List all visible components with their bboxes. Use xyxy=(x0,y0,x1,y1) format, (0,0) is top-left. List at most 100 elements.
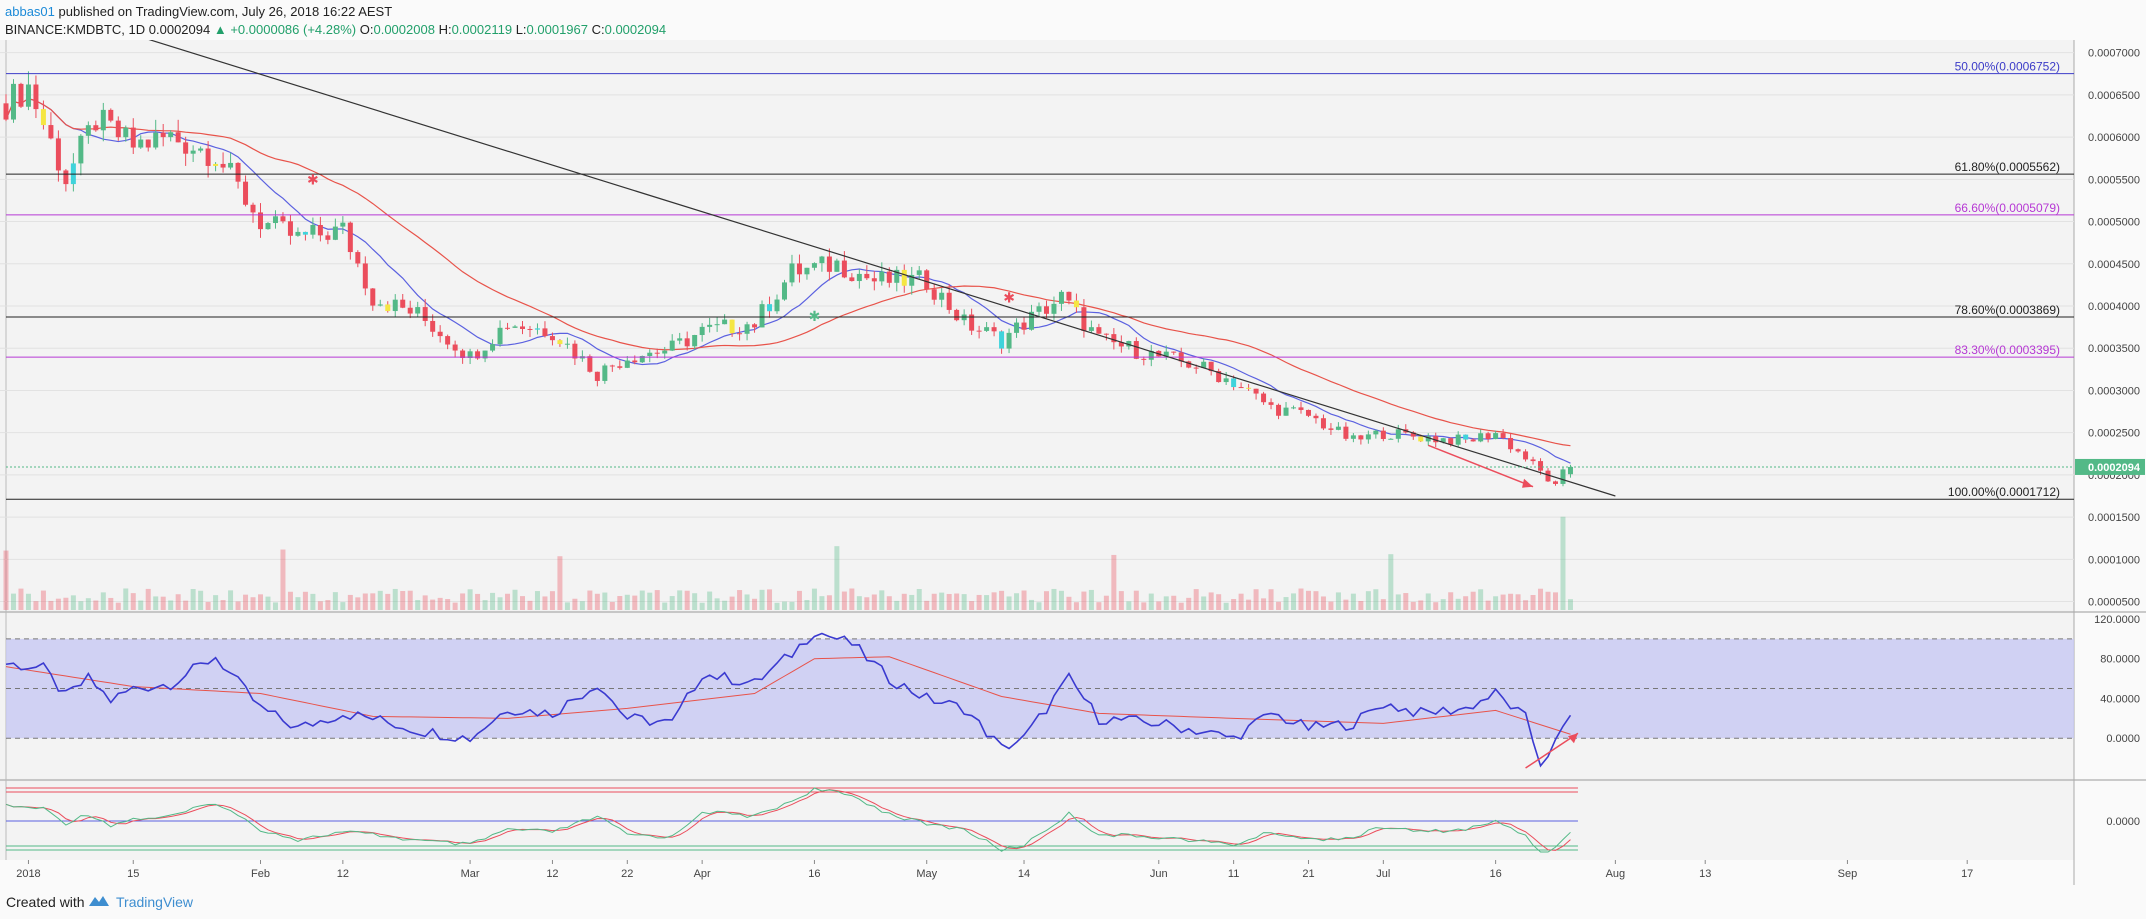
candle-body xyxy=(527,328,533,330)
ma-fast-line xyxy=(5,98,1571,464)
candle-body xyxy=(392,299,398,312)
candle-body xyxy=(422,307,428,321)
candle-body xyxy=(1493,433,1499,440)
volume-bar xyxy=(1036,602,1042,610)
candle-body xyxy=(475,351,481,359)
volume-bar xyxy=(460,593,466,610)
price-tick-label: 0.0003500 xyxy=(2088,343,2140,355)
volume-bar xyxy=(1328,601,1334,610)
volume-bar xyxy=(1538,588,1544,610)
volume-bar xyxy=(1567,599,1573,610)
volume-bar xyxy=(781,601,787,610)
candle-body xyxy=(497,327,503,345)
volume-bar xyxy=(160,596,166,610)
volume-bar xyxy=(10,593,16,610)
volume-bar xyxy=(302,591,308,610)
candle-body xyxy=(677,338,683,341)
publish-line: abbas01 published on TradingView.com, Ju… xyxy=(5,4,392,19)
candle-body xyxy=(430,320,436,332)
volume-bar xyxy=(1133,590,1139,610)
volume-bar xyxy=(1216,594,1222,610)
candle-body xyxy=(894,269,900,283)
candle-body xyxy=(78,135,84,164)
volume-bar xyxy=(362,593,368,610)
volume-bar xyxy=(624,594,630,610)
volume-bar xyxy=(1410,601,1416,610)
volume-bar xyxy=(946,593,952,610)
volume-bar xyxy=(1395,594,1401,610)
author-link[interactable]: abbas01 xyxy=(5,4,55,19)
volume-bar xyxy=(55,598,61,610)
volume-bar xyxy=(572,598,578,610)
candle-body xyxy=(1171,351,1177,353)
candle-body xyxy=(886,271,892,283)
candle-body xyxy=(684,338,690,347)
candle-body xyxy=(1305,409,1311,416)
volume-bar xyxy=(1553,592,1558,610)
candle-body xyxy=(198,148,204,151)
candle-body xyxy=(1201,361,1207,368)
volume-bar xyxy=(1029,599,1035,610)
candle-body xyxy=(228,162,234,168)
star-marker-icon: ✱ xyxy=(809,308,821,324)
candle-body xyxy=(183,142,189,154)
candle-body xyxy=(302,231,308,235)
candle-body xyxy=(609,365,615,367)
candle-body xyxy=(534,328,540,330)
low-label: L: xyxy=(515,22,527,37)
volume-bar xyxy=(437,597,443,610)
candle-body xyxy=(460,350,466,358)
candle-body xyxy=(272,216,278,224)
volume-bar xyxy=(759,589,765,610)
created-with-label: Created with xyxy=(6,894,85,910)
volume-bar xyxy=(1493,596,1499,610)
candle-body xyxy=(1216,371,1222,383)
volume-bar xyxy=(1380,599,1386,610)
date-tick-label: 11 xyxy=(1228,868,1239,880)
volume-bar xyxy=(722,600,728,610)
date-tick-label: 13 xyxy=(1699,868,1711,880)
candle-body xyxy=(617,366,623,368)
volume-bar xyxy=(1141,602,1147,610)
candle-body xyxy=(1291,407,1297,409)
volume-bar xyxy=(1313,591,1319,610)
volume-bar xyxy=(1238,593,1244,610)
volume-bar xyxy=(1253,589,1259,610)
volume-bar xyxy=(115,602,121,610)
rsi-tick-label: 0.0000 xyxy=(2106,733,2140,745)
volume-bar xyxy=(168,600,174,610)
candle-body xyxy=(639,356,645,363)
volume-bar xyxy=(707,591,713,610)
candle-body xyxy=(549,336,555,341)
volume-bar xyxy=(1088,589,1094,610)
ma-slow-line xyxy=(5,98,1571,447)
candle-body xyxy=(1448,438,1454,445)
chart-canvas[interactable]: 0.0007000 0.0006500 0.0006000 0.0005500 0.00… xyxy=(0,40,2146,885)
candle-body xyxy=(25,84,31,107)
volume-bar xyxy=(729,596,735,610)
volume-bar xyxy=(789,601,795,610)
candle-body xyxy=(969,314,975,331)
tradingview-link[interactable]: TradingView xyxy=(116,894,194,910)
candle-body xyxy=(1388,438,1394,440)
date-tick-label: 12 xyxy=(546,868,558,880)
volume-bar xyxy=(145,588,151,610)
volume-bar xyxy=(924,600,930,610)
volume-bar xyxy=(85,598,91,610)
price-tick-label: 0.0005500 xyxy=(2088,174,2140,186)
price-tick-label: 0.0006000 xyxy=(2088,132,2140,144)
low-value: 0.0001967 xyxy=(526,22,588,37)
volume-bar xyxy=(198,590,204,610)
price-tick-label: 0.0000500 xyxy=(2088,597,2140,609)
volume-bar xyxy=(25,593,31,610)
volume-bar xyxy=(677,590,683,610)
candle-body xyxy=(1014,322,1020,333)
fib-level-label: 78.60%(0.0003869) xyxy=(1955,303,2060,317)
candle-body xyxy=(220,163,226,168)
candle-body xyxy=(1223,378,1229,383)
candle-body xyxy=(18,83,24,107)
candle-body xyxy=(871,278,877,282)
volume-bar xyxy=(497,597,503,610)
candle-body xyxy=(946,292,952,310)
volume-bar xyxy=(1156,601,1162,610)
